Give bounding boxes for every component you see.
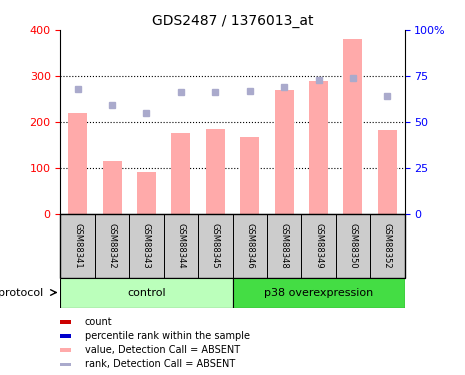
Text: rank, Detection Call = ABSENT: rank, Detection Call = ABSENT (85, 359, 235, 369)
Text: GSM88350: GSM88350 (348, 223, 358, 268)
Bar (344, 39, 362, 214)
Bar (378, 130, 397, 214)
Bar (172, 134, 190, 214)
Bar (68, 112, 87, 214)
Text: p38 overexpression: p38 overexpression (264, 288, 373, 297)
Bar (301, 214, 336, 278)
Text: percentile rank within the sample: percentile rank within the sample (85, 331, 250, 341)
Bar (60, 348, 71, 352)
Bar (103, 161, 121, 214)
Bar (60, 363, 71, 366)
Text: GSM88345: GSM88345 (211, 223, 220, 268)
Text: GSM88349: GSM88349 (314, 223, 323, 268)
Text: GSM88352: GSM88352 (383, 223, 392, 268)
Bar (60, 320, 71, 324)
Bar (267, 214, 301, 278)
Text: protocol: protocol (0, 288, 43, 297)
Bar (60, 334, 71, 338)
Bar (95, 214, 129, 278)
Text: GSM88342: GSM88342 (107, 223, 117, 268)
Bar (60, 214, 95, 278)
Text: value, Detection Call = ABSENT: value, Detection Call = ABSENT (85, 345, 239, 355)
Bar (137, 172, 156, 214)
Bar (198, 214, 232, 278)
Bar (60, 278, 232, 308)
Text: GSM88344: GSM88344 (176, 223, 186, 268)
Bar (129, 214, 164, 278)
Title: GDS2487 / 1376013_at: GDS2487 / 1376013_at (152, 13, 313, 28)
Bar (206, 129, 225, 214)
Bar (275, 90, 293, 214)
Text: GSM88343: GSM88343 (142, 223, 151, 268)
Text: GSM88346: GSM88346 (245, 223, 254, 268)
Bar (232, 278, 405, 308)
Bar (240, 137, 259, 214)
Bar (309, 81, 328, 214)
Text: count: count (85, 317, 112, 327)
Bar (232, 214, 267, 278)
Text: GSM88341: GSM88341 (73, 223, 82, 268)
Bar (336, 214, 370, 278)
Text: GSM88348: GSM88348 (279, 223, 289, 268)
Text: control: control (127, 288, 166, 297)
Bar (164, 214, 198, 278)
Bar (370, 214, 405, 278)
